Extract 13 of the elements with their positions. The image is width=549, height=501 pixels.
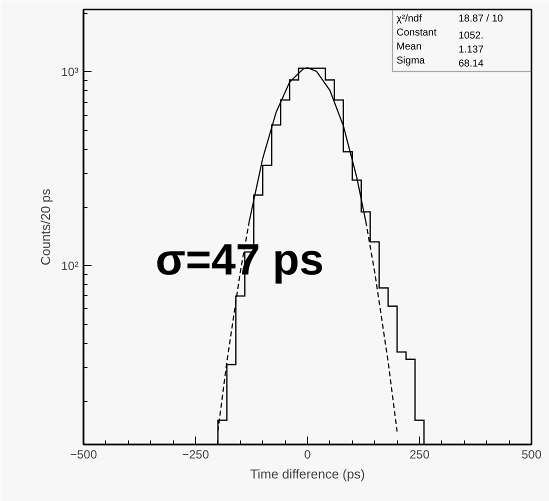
text: Mean 1.137 [396,42,484,56]
y-tick-label: 10³ [61,64,79,79]
x-tick-label: 500 [521,448,542,462]
text: χ²/ndf 18.87 / 10 [396,14,503,24]
x-tick-label: 0 [304,448,312,462]
y-tick-label: 10² [61,258,79,273]
x-tick-label: −250 [182,448,210,462]
y-axis-title: Counts/20 ps [38,188,54,266]
x-tick-label: −500 [70,448,98,462]
x-tick-label: 250 [409,448,430,462]
text: Sigma 68.14 [396,56,484,70]
x-axis-title: Time difference (ps) [250,466,365,482]
text: Constant 1052. [396,28,484,42]
